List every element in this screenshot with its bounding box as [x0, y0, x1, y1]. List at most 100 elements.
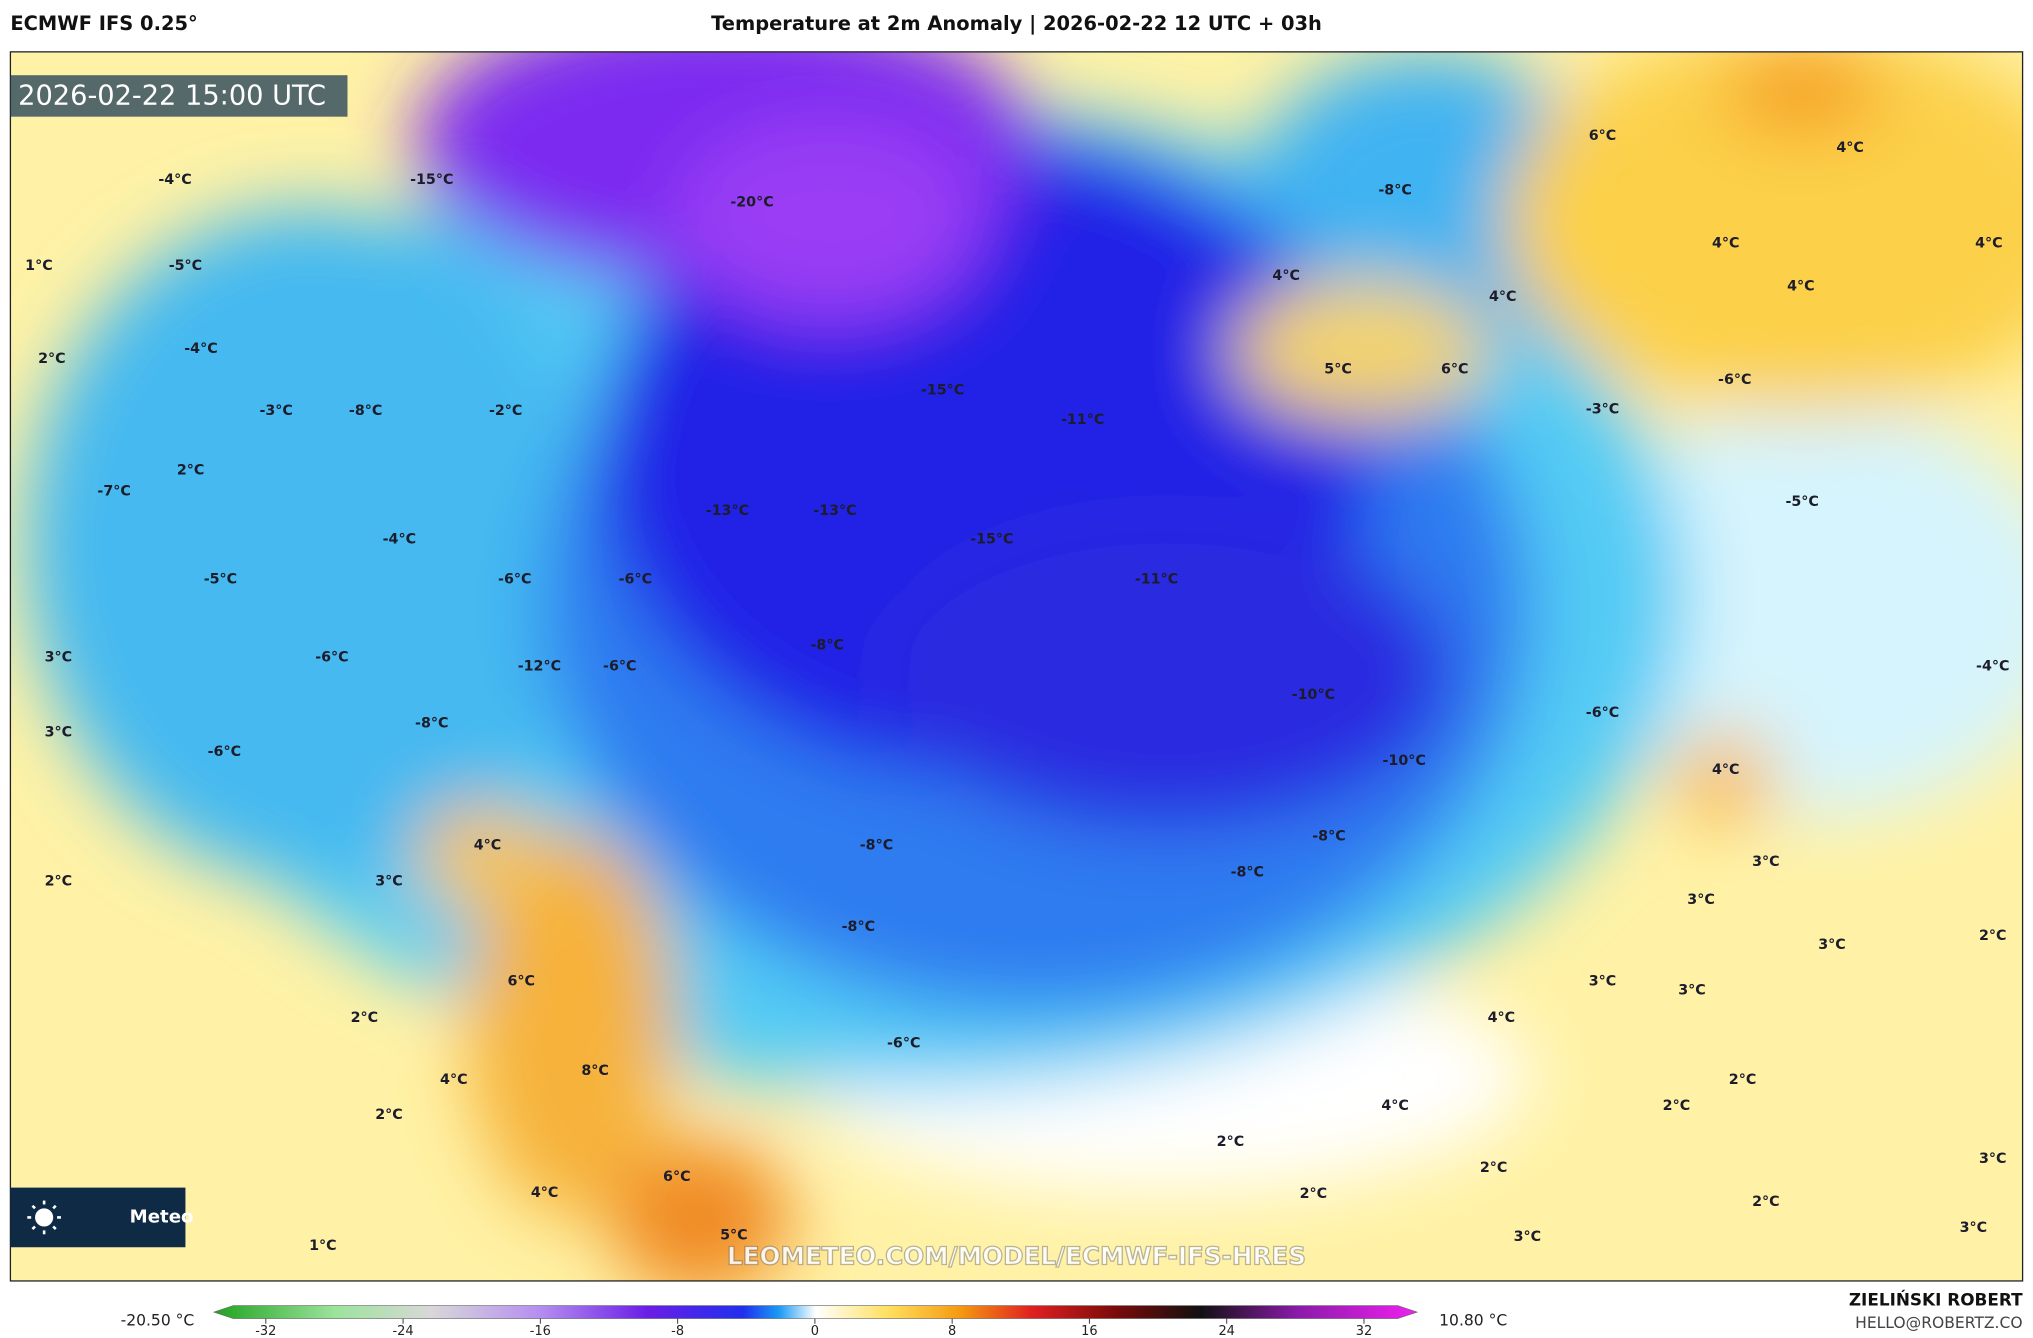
temperature-label: -6°C [1586, 705, 1619, 721]
temperature-label: -10°C [1382, 753, 1425, 769]
temperature-label: 4°C [1712, 762, 1740, 778]
logo-sun [27, 1200, 61, 1235]
model-name: ECMWF IFS 0.25° [10, 12, 197, 35]
temperature-label: -5°C [1785, 494, 1818, 510]
temperature-label: -6°C [498, 572, 531, 588]
temperature-label: 2°C [1663, 1098, 1691, 1114]
temperature-label: -11°C [1061, 412, 1104, 428]
temperature-label: 4°C [1488, 1010, 1516, 1026]
colorbar-min: -20.50 °C [121, 1312, 195, 1330]
temperature-label: -8°C [810, 638, 843, 654]
temperature-label: -13°C [813, 503, 856, 519]
colorbar-tick-label: 8 [948, 1324, 956, 1338]
temperature-label: 6°C [1441, 362, 1469, 378]
temperature-label: 4°C [1489, 289, 1517, 305]
temperature-label: 3°C [1514, 1229, 1542, 1245]
colorbar-tick-label: 0 [811, 1324, 819, 1338]
temperature-label: 2°C [38, 351, 66, 367]
temperature-label: -6°C [315, 649, 348, 665]
temperature-label: -20°C [730, 194, 773, 210]
temperature-label: -13°C [706, 503, 749, 519]
logo-text: Meteo [130, 1206, 194, 1227]
colorbar-tick-label: 24 [1218, 1324, 1234, 1338]
temperature-label: 4°C [1272, 268, 1299, 284]
temperature-label: 2°C [45, 874, 73, 890]
temperature-label: -2°C [489, 403, 522, 419]
temperature-label: -4°C [158, 172, 191, 188]
temperature-label: 3°C [1979, 1151, 2007, 1167]
temperature-label: -7°C [97, 483, 130, 499]
anomaly-field [25, 51, 2023, 1281]
colorbar-tick-label: -16 [530, 1324, 551, 1338]
temperature-label: 3°C [45, 725, 73, 741]
temperature-label: 3°C [375, 874, 403, 890]
temperature-label: 4°C [1381, 1098, 1409, 1114]
colorbar-tick-label: -24 [393, 1324, 414, 1338]
colorbar-ticks: -32 -24 -16 -8 0 8 16 24 32 [255, 1318, 1372, 1338]
temperature-label: -15°C [921, 382, 964, 398]
temperature-label: 1°C [25, 258, 52, 274]
temperature-label: -10°C [1292, 687, 1335, 703]
map-frame [9, 51, 2024, 1282]
email: HELLO@ROBERTZ.CO [1855, 1314, 2022, 1332]
temperature-label: -3°C [1586, 402, 1619, 418]
watermark: LEOMETEO.COM/MODEL/ECMWF-IFS-HRES [727, 1242, 1306, 1271]
temperature-label: -6°C [619, 572, 652, 588]
temperature-label: 6°C [1589, 128, 1617, 144]
temperature-label: -8°C [860, 837, 893, 853]
temperature-label: 4°C [440, 1072, 467, 1088]
author: ZIELIŃSKI ROBERT [1849, 1288, 2023, 1309]
temperature-label: -8°C [1378, 183, 1411, 199]
temperature-label: 2°C [1217, 1134, 1244, 1150]
temperature-label: 4°C [531, 1185, 559, 1201]
colorbar-max: 10.80 °C [1439, 1312, 1507, 1330]
temperature-label: 3°C [1589, 973, 1617, 989]
temperature-label: 4°C [1712, 236, 1740, 252]
temperature-label: 3°C [45, 649, 73, 665]
temperature-label: 4°C [1975, 236, 2003, 252]
temperature-label: 2°C [1752, 1194, 1780, 1210]
temperature-label: -6°C [208, 744, 241, 760]
temperature-label: 6°C [507, 973, 534, 989]
temperature-label: -15°C [410, 172, 453, 188]
temperature-label: 1°C [309, 1238, 337, 1254]
map-labels: -15°C -20°C -4°C 1°C -5°C -4°C 2°C -3°C -8°C -2°C… [25, 128, 2009, 1254]
temperature-label: -8°C [415, 715, 448, 731]
temperature-label: 2°C [177, 463, 204, 479]
colorbar-tick-label: 16 [1081, 1324, 1097, 1338]
temperature-label: 3°C [1960, 1220, 1988, 1236]
temperature-label: 2°C [375, 1107, 403, 1123]
temperature-label: 4°C [1787, 279, 1815, 295]
temperature-label: -12°C [518, 658, 561, 674]
colorbar-tick-label: 32 [1356, 1324, 1372, 1338]
temperature-label: -3°C [259, 403, 292, 419]
valid-time: 2026-02-22 15:00 UTC [18, 81, 326, 112]
temperature-label: 8°C [581, 1063, 608, 1079]
temperature-label: 3°C [1678, 983, 1706, 999]
temperature-label: 4°C [474, 837, 502, 853]
temperature-label: -4°C [1976, 658, 2009, 674]
temperature-label: 2°C [1729, 1072, 1757, 1088]
temperature-label: -8°C [1231, 865, 1264, 881]
temperature-label: -6°C [603, 658, 636, 674]
temperature-label: 5°C [720, 1228, 747, 1244]
temperature-label: -8°C [349, 403, 382, 419]
temperature-label: -11°C [1135, 572, 1178, 588]
temperature-label: -4°C [383, 531, 416, 547]
colorbar-tick-label: -8 [671, 1324, 684, 1338]
temperature-label: 2°C [1979, 928, 2007, 944]
map [10, 51, 2023, 1281]
colorbar-tick-label: -32 [255, 1324, 276, 1338]
temperature-label: -5°C [169, 258, 202, 274]
colorbar [212, 1305, 1419, 1319]
temperature-label: 3°C [1687, 892, 1715, 908]
temperature-label: -6°C [1718, 372, 1751, 388]
temperature-label: -6°C [887, 1036, 920, 1052]
temperature-label: 2°C [1480, 1160, 1508, 1176]
temperature-label: -4°C [184, 341, 217, 357]
temperature-label: 5°C [1324, 362, 1352, 378]
temperature-label: 2°C [1300, 1186, 1328, 1202]
temperature-label: 3°C [1818, 937, 1846, 953]
temperature-label: 3°C [1752, 854, 1780, 870]
